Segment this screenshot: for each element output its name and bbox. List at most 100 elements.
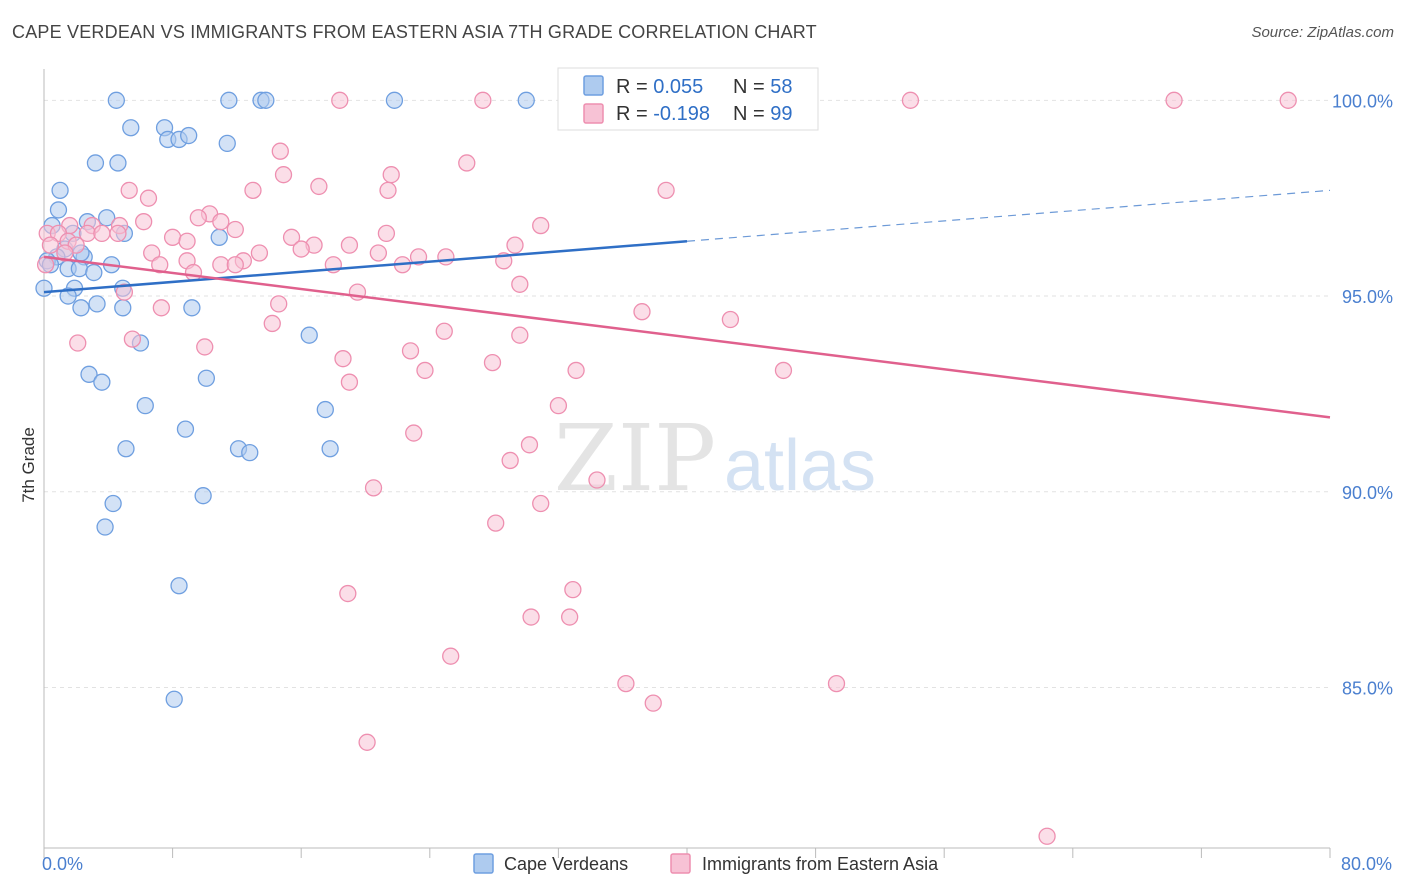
eastern-asia-point bbox=[511, 275, 529, 293]
eastern-asia-point bbox=[152, 299, 170, 317]
stats-n-label-2: N = bbox=[733, 103, 770, 125]
cape-verdean-point bbox=[49, 201, 68, 219]
cape-verdean-trend-extension bbox=[686, 189, 1331, 242]
eastern-asia-point bbox=[382, 166, 400, 184]
cape-verdean-point bbox=[114, 299, 132, 317]
eastern-asia-point bbox=[1038, 827, 1056, 845]
legend-swatch-eastern-asia bbox=[670, 853, 691, 874]
cape-verdean-point bbox=[210, 228, 228, 246]
cape-verdean-trend-line bbox=[43, 239, 688, 294]
eastern-asia-point bbox=[549, 397, 568, 415]
eastern-asia-point bbox=[120, 181, 138, 200]
eastern-asia-point bbox=[56, 244, 74, 262]
cape-verdean-point bbox=[136, 397, 154, 415]
eastern-asia-point bbox=[310, 177, 328, 196]
svg-text:R = -0.198: R = -0.198 bbox=[616, 103, 710, 125]
eastern-asia-point bbox=[151, 256, 169, 274]
eastern-asia-point bbox=[115, 283, 134, 301]
stats-n-value-2: 99 bbox=[770, 103, 792, 125]
eastern-asia-point bbox=[532, 216, 550, 235]
eastern-asia-point bbox=[617, 674, 635, 693]
eastern-asia-point bbox=[377, 224, 396, 243]
cape-verdean-point bbox=[385, 91, 404, 109]
eastern-asia-point bbox=[657, 181, 675, 200]
eastern-asia-point bbox=[644, 694, 662, 712]
y-tick-label: 85.0% bbox=[1342, 679, 1393, 699]
eastern-asia-point bbox=[409, 248, 428, 266]
stats-r-value-1: 0.055 bbox=[653, 76, 703, 98]
x-tick-label: 0.0% bbox=[42, 854, 83, 874]
eastern-asia-point bbox=[339, 584, 357, 603]
eastern-asia-point bbox=[506, 236, 524, 254]
eastern-asia-point bbox=[567, 361, 585, 380]
eastern-asia-point bbox=[135, 213, 153, 231]
eastern-asia-point bbox=[41, 236, 60, 254]
eastern-asia-point bbox=[561, 608, 579, 626]
bottom-legend: Cape Verdeans Immigrants from Eastern As… bbox=[473, 853, 939, 874]
eastern-asia-point bbox=[379, 181, 397, 200]
cape-verdean-point bbox=[59, 287, 77, 305]
cape-verdean-point bbox=[321, 440, 339, 458]
trend-lines bbox=[43, 189, 1331, 419]
eastern-asia-point bbox=[250, 244, 269, 262]
eastern-asia-point bbox=[483, 353, 502, 372]
cape-verdean-point bbox=[197, 369, 216, 387]
cape-verdean-point bbox=[165, 690, 183, 708]
eastern-asia-point bbox=[827, 674, 846, 693]
cape-verdean-point bbox=[257, 91, 275, 109]
eastern-asia-point bbox=[774, 361, 793, 380]
watermark-zip: ZIP bbox=[554, 405, 716, 512]
data-points bbox=[35, 91, 1297, 845]
eastern-asia-point bbox=[184, 263, 203, 282]
cape-verdean-point bbox=[300, 326, 318, 344]
watermark: ZIP atlas bbox=[554, 405, 876, 512]
cape-verdean-point bbox=[316, 400, 334, 419]
y-tick-label: 100.0% bbox=[1332, 91, 1393, 111]
eastern-asia-point bbox=[401, 342, 420, 360]
svg-text:N = 58: N = 58 bbox=[733, 76, 793, 98]
eastern-asia-point bbox=[292, 240, 310, 258]
cape-verdean-point bbox=[107, 91, 125, 109]
eastern-asia-point bbox=[520, 436, 539, 454]
cape-verdean-point bbox=[98, 209, 116, 227]
axes: 85.0% 90.0% 95.0% 100.0% 0.0% 80.0% bbox=[42, 69, 1393, 874]
cape-verdean-point bbox=[96, 518, 114, 536]
eastern-asia-point bbox=[901, 91, 920, 109]
cape-verdean-point bbox=[104, 494, 122, 513]
eastern-asia-point bbox=[226, 256, 244, 274]
eastern-asia-point bbox=[474, 91, 492, 109]
eastern-asia-point bbox=[564, 580, 582, 599]
svg-text:N = 99: N = 99 bbox=[733, 103, 793, 125]
eastern-asia-point bbox=[271, 142, 289, 160]
eastern-asia-point bbox=[340, 373, 359, 391]
eastern-asia-point bbox=[139, 189, 158, 207]
eastern-asia-point bbox=[212, 256, 230, 274]
cape-verdean-point bbox=[180, 126, 198, 145]
eastern-asia-point bbox=[109, 224, 127, 243]
cape-verdean-point bbox=[517, 91, 535, 109]
eastern-asia-point bbox=[1165, 91, 1183, 109]
stats-legend: R = 0.055 N = 58 R = -0.198 N = 99 bbox=[557, 67, 819, 131]
eastern-asia-point bbox=[263, 314, 281, 333]
stats-r-value-2: -0.198 bbox=[653, 103, 710, 125]
cape-verdean-point bbox=[93, 373, 111, 391]
eastern-asia-point bbox=[721, 310, 740, 329]
legend-label-eastern-asia: Immigrants from Eastern Asia bbox=[702, 854, 939, 874]
cape-verdean-point bbox=[80, 365, 98, 383]
cape-verdean-point bbox=[194, 487, 212, 505]
eastern-asia-point bbox=[69, 334, 87, 352]
cape-verdean-point bbox=[72, 299, 90, 317]
cape-verdean-point bbox=[122, 119, 140, 137]
eastern-asia-point bbox=[93, 224, 111, 243]
eastern-asia-point bbox=[522, 608, 540, 626]
eastern-asia-point bbox=[1279, 91, 1297, 109]
eastern-asia-point bbox=[274, 166, 293, 184]
cape-verdean-point bbox=[85, 263, 103, 282]
cape-verdean-point bbox=[218, 134, 236, 153]
eastern-asia-point bbox=[532, 494, 550, 513]
eastern-asia-point bbox=[364, 479, 383, 497]
eastern-asia-point bbox=[437, 248, 455, 266]
y-tick-label: 95.0% bbox=[1342, 287, 1393, 307]
eastern-asia-point bbox=[501, 451, 519, 470]
svg-text:R = 0.055: R = 0.055 bbox=[616, 76, 703, 98]
